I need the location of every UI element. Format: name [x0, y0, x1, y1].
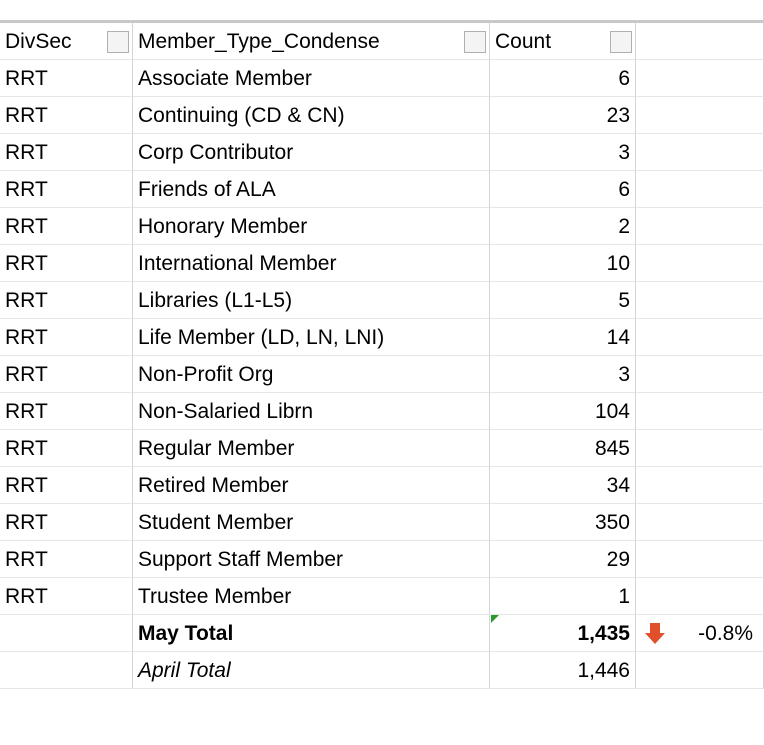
total-count: 1,446 — [490, 652, 636, 689]
filter-button[interactable] — [610, 31, 632, 53]
member-type-cell: International Member — [133, 245, 490, 282]
member-type-cell: Life Member (LD, LN, LNI) — [133, 319, 490, 356]
member-type-cell: Friends of ALA — [133, 171, 490, 208]
member-type-cell: Libraries (L1-L5) — [133, 282, 490, 319]
empty-cell — [636, 504, 764, 541]
empty-cell — [636, 652, 764, 689]
count-cell: 14 — [490, 319, 636, 356]
division-cell: RRT — [0, 319, 133, 356]
filter-button[interactable] — [107, 31, 129, 53]
member-type-cell: Regular Member — [133, 430, 490, 467]
empty-cell — [636, 393, 764, 430]
division-cell: RRT — [0, 134, 133, 171]
count-cell: 34 — [490, 467, 636, 504]
empty-cell — [636, 319, 764, 356]
empty-cell — [636, 208, 764, 245]
division-cell: RRT — [0, 60, 133, 97]
empty-cell — [636, 282, 764, 319]
division-cell: RRT — [0, 393, 133, 430]
empty-cell — [636, 171, 764, 208]
member-type-cell: Retired Member — [133, 467, 490, 504]
hidden-row — [0, 0, 764, 23]
filter-button[interactable] — [464, 31, 486, 53]
member-type-cell: Honorary Member — [133, 208, 490, 245]
change-value: -0.8% — [698, 622, 753, 645]
division-cell: RRT — [0, 467, 133, 504]
member-type-cell: Continuing (CD & CN) — [133, 97, 490, 134]
count-cell: 6 — [490, 171, 636, 208]
count-cell: 6 — [490, 60, 636, 97]
empty-cell — [636, 578, 764, 615]
header-cell: Count — [490, 23, 636, 60]
division-cell: RRT — [0, 504, 133, 541]
header-cell: DivSec — [0, 23, 133, 60]
empty-cell — [0, 615, 133, 652]
member-type-cell: Student Member — [133, 504, 490, 541]
count-cell: 104 — [490, 393, 636, 430]
empty-cell — [636, 97, 764, 134]
empty-cell — [636, 60, 764, 97]
division-cell: RRT — [0, 578, 133, 615]
count-cell: 350 — [490, 504, 636, 541]
division-cell: RRT — [0, 245, 133, 282]
division-cell: RRT — [0, 541, 133, 578]
division-cell: RRT — [0, 282, 133, 319]
error-indicator — [491, 615, 499, 623]
down-arrow-icon — [645, 623, 665, 644]
change-cell: -0.8% — [636, 615, 764, 652]
empty-cell — [636, 430, 764, 467]
member-type-cell: Non-Salaried Librn — [133, 393, 490, 430]
member-type-cell: Non-Profit Org — [133, 356, 490, 393]
count-cell: 10 — [490, 245, 636, 282]
division-cell: RRT — [0, 208, 133, 245]
header-cell: Member_Type_Condense — [133, 23, 490, 60]
count-cell: 29 — [490, 541, 636, 578]
count-cell: 2 — [490, 208, 636, 245]
division-cell: RRT — [0, 430, 133, 467]
empty-cell — [636, 467, 764, 504]
count-cell: 5 — [490, 282, 636, 319]
header-cell — [636, 23, 764, 60]
empty-cell — [636, 541, 764, 578]
division-cell: RRT — [0, 171, 133, 208]
division-cell: RRT — [0, 97, 133, 134]
empty-cell — [0, 652, 133, 689]
total-label: April Total — [133, 652, 490, 689]
count-cell: 3 — [490, 356, 636, 393]
count-cell: 23 — [490, 97, 636, 134]
count-cell: 845 — [490, 430, 636, 467]
count-cell: 1 — [490, 578, 636, 615]
member-type-cell: Associate Member — [133, 60, 490, 97]
division-cell: RRT — [0, 356, 133, 393]
count-cell: 3 — [490, 134, 636, 171]
total-label: May Total — [133, 615, 490, 652]
empty-cell — [636, 134, 764, 171]
member-type-cell: Support Staff Member — [133, 541, 490, 578]
empty-cell — [636, 356, 764, 393]
member-type-cell: Trustee Member — [133, 578, 490, 615]
member-type-cell: Corp Contributor — [133, 134, 490, 171]
empty-cell — [636, 245, 764, 282]
total-count: 1,435 — [490, 615, 636, 652]
